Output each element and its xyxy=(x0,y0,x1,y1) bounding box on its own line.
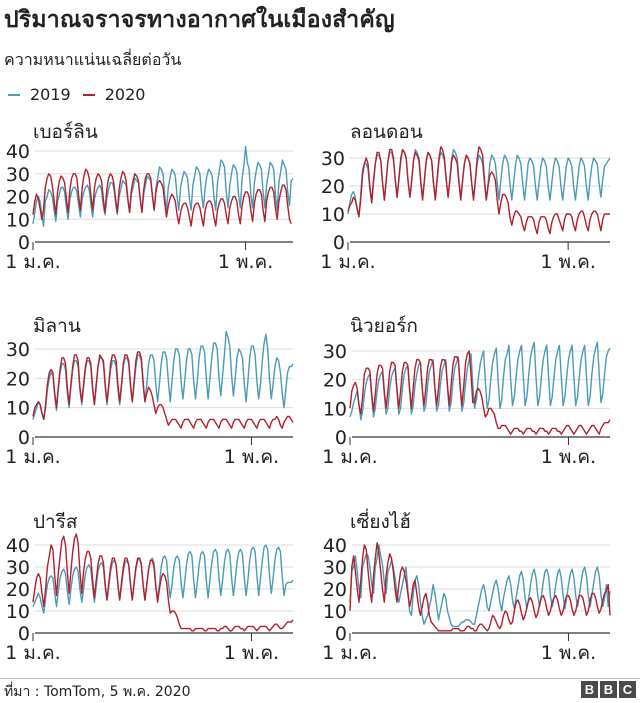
y-tick-label: 0 xyxy=(335,623,347,645)
series-line-2020 xyxy=(32,533,294,632)
x-tick-label: 1 ม.ค. xyxy=(320,251,375,273)
y-tick-label: 20 xyxy=(6,579,30,601)
x-tick-label: 1 พ.ค. xyxy=(541,446,596,468)
x-tick-label: 1 พ.ค. xyxy=(540,251,595,273)
panel-title: ปารีส xyxy=(33,511,78,533)
panel-title: มิลาน xyxy=(33,315,81,337)
y-tick-label: 0 xyxy=(18,232,30,254)
y-tick-label: 40 xyxy=(6,535,30,557)
y-tick-label: 20 xyxy=(6,368,30,390)
chart-panel-4: นิวยอร์ก 0 10 20 30 1 ม.ค. 1 พ.ค. xyxy=(322,315,611,468)
series-line-2020 xyxy=(32,168,292,227)
y-tick-label: 20 xyxy=(6,187,30,209)
bbc-logo-letter: B xyxy=(600,681,617,698)
panel-title: เบอร์ลิน xyxy=(33,121,98,143)
y-tick-label: 30 xyxy=(6,164,30,186)
y-tick-label: 30 xyxy=(321,148,345,170)
y-tick-label: 40 xyxy=(323,535,347,557)
chart-panel-3: มิลาน 0 10 20 30 1 ม.ค. 1 พ.ค. xyxy=(5,315,294,468)
panel-title: ลอนดอน xyxy=(350,121,423,143)
bbc-logo-letter: B xyxy=(581,681,598,698)
y-tick-label: 20 xyxy=(323,370,347,392)
y-tick-label: 10 xyxy=(6,209,30,231)
y-tick-label: 30 xyxy=(323,341,347,363)
x-tick-label: 1 ม.ค. xyxy=(322,446,377,468)
y-tick-label: 20 xyxy=(321,176,345,198)
x-tick-label: 1 พ.ค. xyxy=(541,642,596,664)
y-tick-label: 0 xyxy=(333,232,345,254)
y-tick-label: 0 xyxy=(335,427,347,449)
x-tick-label: 1 ม.ค. xyxy=(5,446,60,468)
series-line-2019 xyxy=(32,145,294,227)
y-tick-label: 10 xyxy=(323,601,347,623)
legend-label-2020: 2020 xyxy=(104,85,146,104)
series-line-2020 xyxy=(349,542,611,632)
y-tick-label: 0 xyxy=(18,427,30,449)
x-tick-label: 1 ม.ค. xyxy=(5,642,60,664)
x-tick-label: 1 ม.ค. xyxy=(5,251,60,273)
legend-swatch-2019 xyxy=(8,93,20,96)
legend-item-2019: 2019 xyxy=(8,85,71,104)
x-tick-label: 1 ม.ค. xyxy=(322,642,377,664)
legend-swatch-2020 xyxy=(82,93,95,96)
series-line-2020 xyxy=(347,146,610,235)
series-line-2020 xyxy=(349,350,611,435)
series-line-2019 xyxy=(347,148,611,218)
panel-title: นิวยอร์ก xyxy=(350,315,418,337)
legend-item-2020: 2020 xyxy=(82,85,146,104)
chart-title: ปริมาณจราจรทางอากาศในเมืองสำคัญ xyxy=(4,7,395,33)
x-tick-label: 1 พ.ค. xyxy=(224,446,279,468)
legend: 2019 2020 xyxy=(8,85,157,104)
y-tick-label: 30 xyxy=(6,557,30,579)
y-tick-label: 30 xyxy=(6,339,30,361)
x-tick-label: 1 พ.ค. xyxy=(224,642,279,664)
y-tick-label: 0 xyxy=(18,623,30,645)
y-tick-label: 30 xyxy=(323,557,347,579)
series-line-2019 xyxy=(349,341,611,421)
source-note: ที่มา : TomTom, 5 พ.ค. 2020 xyxy=(4,684,191,700)
chart-panel-2: ลอนดอน 0 10 20 30 1 ม.ค. 1 พ.ค. xyxy=(320,121,611,273)
panel-title: เซี่ยงไฮ้ xyxy=(350,508,411,533)
y-tick-label: 10 xyxy=(6,398,30,420)
y-tick-label: 10 xyxy=(321,204,345,226)
footer-divider xyxy=(0,678,640,679)
y-tick-label: 10 xyxy=(323,398,347,420)
bbc-logo-letter: C xyxy=(619,681,636,698)
series-line-2019 xyxy=(32,544,294,614)
y-tick-label: 40 xyxy=(6,141,30,163)
y-tick-label: 20 xyxy=(323,579,347,601)
chart-subtitle: ความหนาแน่นเฉลี่ยต่อวัน xyxy=(4,50,182,69)
series-line-2019 xyxy=(32,330,294,421)
x-tick-label: 1 พ.ค. xyxy=(218,251,273,273)
series-line-2020 xyxy=(32,351,294,429)
legend-label-2019: 2019 xyxy=(30,85,71,104)
footer: ที่มา : TomTom, 5 พ.ค. 2020 B B C xyxy=(0,678,640,700)
bbc-logo: B B C xyxy=(579,681,636,698)
y-tick-label: 10 xyxy=(6,601,30,623)
